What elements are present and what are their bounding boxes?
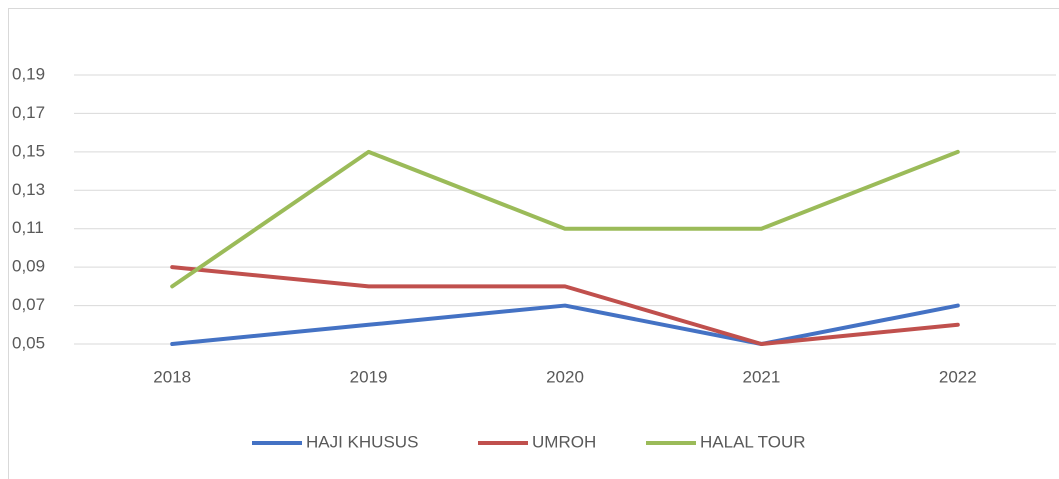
series-line: [170, 303, 960, 346]
legend-label: UMROH: [532, 432, 596, 451]
x-tick-label: 2018: [153, 367, 191, 386]
y-tick-label: 0,05: [12, 333, 45, 352]
series-line: [170, 149, 960, 289]
legend-label: HALAL TOUR: [700, 432, 806, 451]
x-tick-label: 2020: [546, 367, 584, 386]
y-tick-label: 0,19: [12, 64, 45, 83]
y-tick-label: 0,15: [12, 141, 45, 160]
x-tick-label: 2019: [350, 367, 388, 386]
y-tick-label: 0,07: [12, 295, 45, 314]
y-tick-label: 0,09: [12, 257, 45, 276]
series-line: [170, 265, 960, 346]
chart-frame: [8, 8, 1059, 479]
y-tick-label: 0,17: [12, 103, 45, 122]
legend-label: HAJI KHUSUS: [306, 432, 418, 451]
x-tick-label: 2022: [939, 367, 977, 386]
y-tick-label: 0,13: [12, 180, 45, 199]
x-tick-label: 2021: [742, 367, 780, 386]
y-tick-label: 0,11: [12, 218, 44, 237]
